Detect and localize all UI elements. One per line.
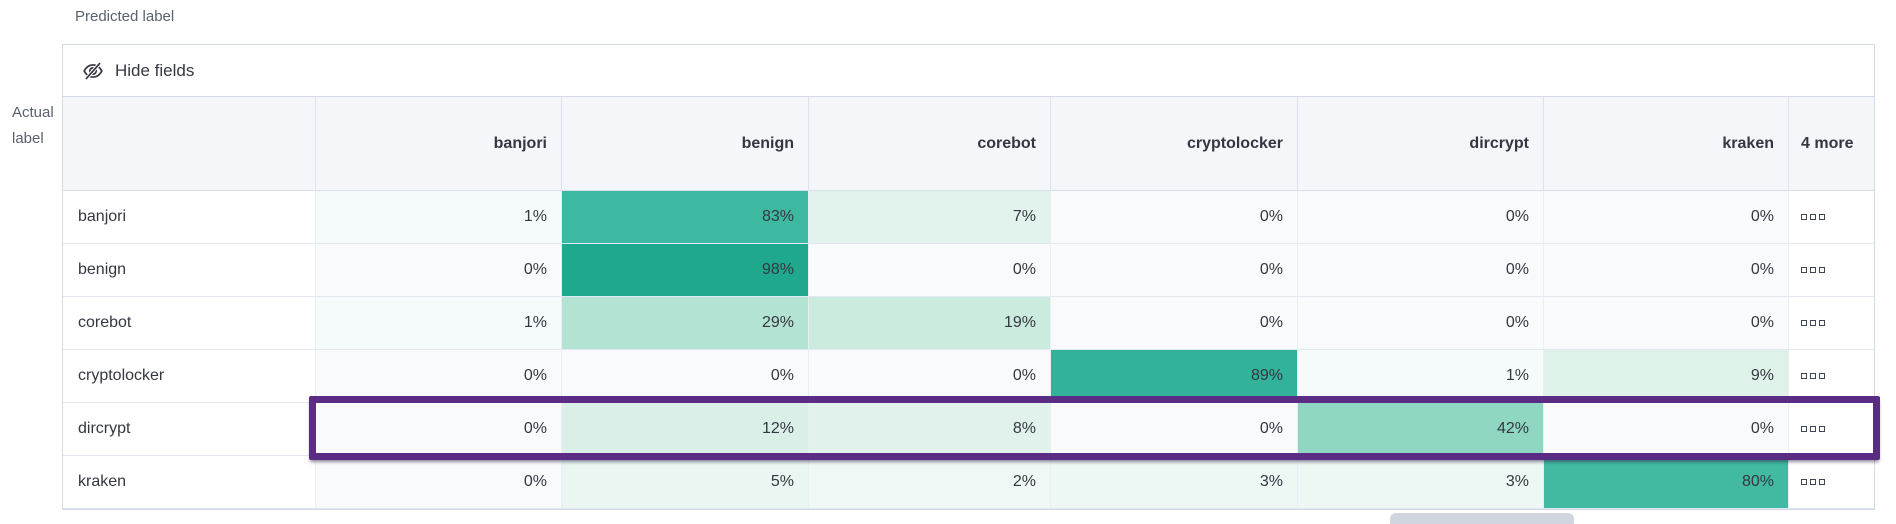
row-label-kraken: kraken — [63, 456, 315, 509]
cell-banjori-cryptolocker: 0% — [1050, 191, 1297, 244]
cell-benign-dircrypt: 0% — [1297, 244, 1543, 297]
column-header-more: 4 more — [1788, 97, 1874, 191]
row-actions-banjori[interactable] — [1788, 191, 1874, 244]
hide-fields-label: Hide fields — [115, 60, 195, 80]
cell-banjori-kraken: 0% — [1543, 191, 1788, 244]
row-label-dircrypt: dircrypt — [63, 403, 315, 456]
row-actions-dircrypt[interactable] — [1788, 403, 1874, 456]
cell-dircrypt-kraken: 0% — [1543, 403, 1788, 456]
boxes-horizontal-icon — [1801, 267, 1825, 273]
cell-banjori-corebot: 7% — [808, 191, 1050, 244]
cell-dircrypt-corebot: 8% — [808, 403, 1050, 456]
column-header-kraken: kraken — [1543, 97, 1788, 191]
cell-cryptolocker-dircrypt: 1% — [1297, 350, 1543, 403]
cell-kraken-cryptolocker: 3% — [1050, 456, 1297, 509]
cell-banjori-banjori: 1% — [315, 191, 561, 244]
boxes-horizontal-icon — [1801, 320, 1825, 326]
cell-corebot-benign: 29% — [561, 297, 808, 350]
cell-corebot-cryptolocker: 0% — [1050, 297, 1297, 350]
row-actions-corebot[interactable] — [1788, 297, 1874, 350]
cell-benign-banjori: 0% — [315, 244, 561, 297]
boxes-horizontal-icon — [1801, 479, 1825, 485]
boxes-horizontal-icon — [1801, 214, 1825, 220]
hide-fields-button[interactable]: Hide fields — [63, 45, 1874, 97]
row-label-cryptolocker: cryptolocker — [63, 350, 315, 403]
column-header-corebot: corebot — [808, 97, 1050, 191]
cell-kraken-banjori: 0% — [315, 456, 561, 509]
cell-cryptolocker-benign: 0% — [561, 350, 808, 403]
row-label-benign: benign — [63, 244, 315, 297]
predicted-axis-label: Predicted label — [75, 8, 175, 25]
cell-banjori-benign: 83% — [561, 191, 808, 244]
row-actions-benign[interactable] — [1788, 244, 1874, 297]
cell-banjori-dircrypt: 0% — [1297, 191, 1543, 244]
column-header-cryptolocker: cryptolocker — [1050, 97, 1297, 191]
cell-dircrypt-dircrypt: 42% — [1297, 403, 1543, 456]
boxes-horizontal-icon — [1801, 373, 1825, 379]
cell-cryptolocker-kraken: 9% — [1543, 350, 1788, 403]
cell-corebot-kraken: 0% — [1543, 297, 1788, 350]
cell-benign-benign: 98% — [561, 244, 808, 297]
row-actions-kraken[interactable] — [1788, 456, 1874, 509]
row-label-corebot: corebot — [63, 297, 315, 350]
row-label-banjori: banjori — [63, 191, 315, 244]
confusion-matrix-panel: Hide fields banjori benign corebot cryptolo… — [62, 44, 1875, 510]
cell-dircrypt-benign: 12% — [561, 403, 808, 456]
cell-corebot-dircrypt: 0% — [1297, 297, 1543, 350]
cell-dircrypt-cryptolocker: 0% — [1050, 403, 1297, 456]
column-header-dircrypt: dircrypt — [1297, 97, 1543, 191]
column-header-benign: benign — [561, 97, 808, 191]
cell-kraken-corebot: 2% — [808, 456, 1050, 509]
actual-axis-label: Actual label — [12, 104, 54, 147]
cell-benign-corebot: 0% — [808, 244, 1050, 297]
cell-corebot-corebot: 19% — [808, 297, 1050, 350]
cell-kraken-benign: 5% — [561, 456, 808, 509]
cell-benign-cryptolocker: 0% — [1050, 244, 1297, 297]
cell-kraken-kraken: 80% — [1543, 456, 1788, 509]
cell-dircrypt-banjori: 0% — [315, 403, 561, 456]
confusion-matrix-grid: banjori benign corebot cryptolocker dircrypt… — [63, 97, 1874, 509]
row-actions-cryptolocker[interactable] — [1788, 350, 1874, 403]
cell-cryptolocker-corebot: 0% — [808, 350, 1050, 403]
cell-corebot-banjori: 1% — [315, 297, 561, 350]
horizontal-scrollbar-thumb[interactable] — [1390, 513, 1574, 524]
column-header-banjori: banjori — [315, 97, 561, 191]
eye-closed-icon — [82, 60, 104, 82]
cell-cryptolocker-banjori: 0% — [315, 350, 561, 403]
cell-benign-kraken: 0% — [1543, 244, 1788, 297]
boxes-horizontal-icon — [1801, 426, 1825, 432]
header-corner-cell — [63, 97, 315, 191]
cell-kraken-dircrypt: 3% — [1297, 456, 1543, 509]
cell-cryptolocker-cryptolocker: 89% — [1050, 350, 1297, 403]
